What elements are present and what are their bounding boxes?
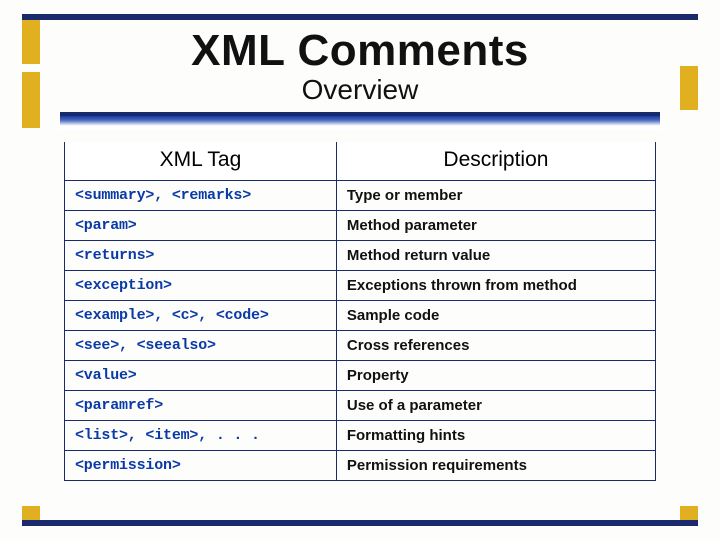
frame-top-bar bbox=[22, 14, 698, 20]
title-underline-glow bbox=[60, 112, 660, 130]
table-row: <permission> Permission requirements bbox=[65, 451, 656, 481]
table-row: <summary>, <remarks> Type or member bbox=[65, 181, 656, 211]
cell-tag: <list>, <item>, . . . bbox=[65, 421, 337, 451]
cell-tag: <summary>, <remarks> bbox=[65, 181, 337, 211]
cell-desc: Exceptions thrown from method bbox=[336, 271, 655, 301]
table-row: <exception> Exceptions thrown from metho… bbox=[65, 271, 656, 301]
cell-desc: Property bbox=[336, 361, 655, 391]
cell-desc: Permission requirements bbox=[336, 451, 655, 481]
accent-right-shoulder bbox=[680, 66, 698, 110]
accent-top-left bbox=[22, 20, 40, 64]
cell-tag: <paramref> bbox=[65, 391, 337, 421]
cell-tag: <permission> bbox=[65, 451, 337, 481]
cell-tag: <value> bbox=[65, 361, 337, 391]
title-block: XML Comments Overview bbox=[64, 26, 656, 106]
table-row: <value> Property bbox=[65, 361, 656, 391]
cell-tag: <exception> bbox=[65, 271, 337, 301]
cell-tag: <see>, <seealso> bbox=[65, 331, 337, 361]
cell-tag: <param> bbox=[65, 211, 337, 241]
xml-tags-table: XML Tag Description <summary>, <remarks>… bbox=[64, 142, 656, 481]
table-row: <param> Method parameter bbox=[65, 211, 656, 241]
col-header-desc: Description bbox=[336, 142, 655, 181]
table-row: <returns> Method return value bbox=[65, 241, 656, 271]
cell-desc: Use of a parameter bbox=[336, 391, 655, 421]
cell-desc: Method parameter bbox=[336, 211, 655, 241]
cell-desc: Sample code bbox=[336, 301, 655, 331]
table-row: <paramref> Use of a parameter bbox=[65, 391, 656, 421]
cell-desc: Type or member bbox=[336, 181, 655, 211]
cell-tag: <returns> bbox=[65, 241, 337, 271]
accent-left-shoulder bbox=[22, 72, 40, 128]
table-row: <see>, <seealso> Cross references bbox=[65, 331, 656, 361]
cell-tag: <example>, <c>, <code> bbox=[65, 301, 337, 331]
cell-desc: Method return value bbox=[336, 241, 655, 271]
table-row: <example>, <c>, <code> Sample code bbox=[65, 301, 656, 331]
col-header-tag: XML Tag bbox=[65, 142, 337, 181]
table-row: <list>, <item>, . . . Formatting hints bbox=[65, 421, 656, 451]
frame-bottom-bar bbox=[22, 520, 698, 526]
slide-title: XML Comments bbox=[64, 26, 656, 76]
cell-desc: Cross references bbox=[336, 331, 655, 361]
accent-bottom-left bbox=[22, 506, 40, 520]
cell-desc: Formatting hints bbox=[336, 421, 655, 451]
accent-bottom-right bbox=[680, 506, 698, 520]
slide-subtitle: Overview bbox=[64, 74, 656, 106]
table-header-row: XML Tag Description bbox=[65, 142, 656, 181]
